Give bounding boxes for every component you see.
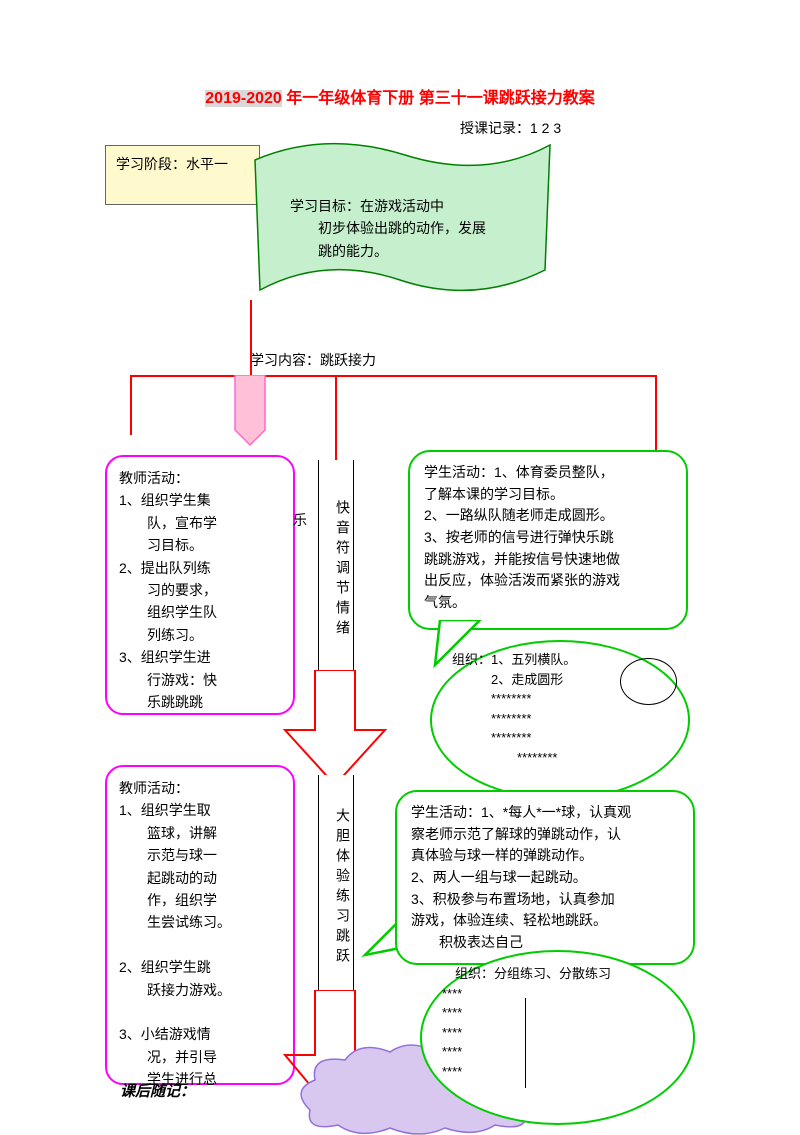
goal-text-content: 学习目标：在游戏活动中 初步体验出跳的动作，发展 跳的能力。 bbox=[290, 198, 486, 259]
title-rest: 年一年级体育下册 第三十一课跳跃接力教案 bbox=[282, 90, 595, 107]
stage-box: 学习阶段：水平一 bbox=[105, 145, 260, 205]
student-bubble-1: 学生活动：1、体育委员整队， 了解本课的学习目标。 2、一路纵队随老师走成圆形。… bbox=[408, 450, 688, 630]
teacher2-items: 1、组织学生取 篮球，讲解 示范与球一 起跳动的动 作，组织学 生尝试练习。 2… bbox=[119, 802, 231, 1087]
teacher1-items: 1、组织学生集 队，宣布学 习目标。 2、提出队列练 习的要求， 组织学生队 列… bbox=[119, 492, 217, 710]
stage-text: 学习阶段：水平一 bbox=[116, 156, 228, 172]
teacher-bubble-1: 教师活动： 1、组织学生集 队，宣布学 习目标。 2、提出队列练 习的要求， 组… bbox=[105, 455, 295, 715]
goal-text: 学习目标：在游戏活动中 初步体验出跳的动作，发展 跳的能力。 bbox=[290, 195, 490, 262]
org2-divider bbox=[525, 998, 526, 1088]
red-line bbox=[130, 375, 132, 435]
teacher1-head: 教师活动： bbox=[119, 470, 189, 486]
red-line bbox=[130, 375, 655, 377]
content-label: 学习内容：跳跃接力 bbox=[250, 350, 376, 370]
student1-text: 学生活动：1、体育委员整队， 了解本课的学习目标。 2、一路纵队随老师走成圆形。… bbox=[424, 464, 620, 610]
title-year: 2019-2020 bbox=[205, 90, 282, 107]
student2-text: 学生活动：1、*每人*一*球，认真观 察老师示范了解球的弹跳动作，认 真体验与球… bbox=[411, 804, 631, 950]
page-title: 2019-2020 年一年级体育下册 第三十一课跳跃接力教案 bbox=[0, 84, 800, 108]
student-bubble-2: 学生活动：1、*每人*一*球，认真观 察老师示范了解球的弹跳动作，认 真体验与球… bbox=[395, 790, 695, 965]
note-label: 课后随记： bbox=[120, 1080, 195, 1101]
teacher2-head: 教师活动： bbox=[119, 780, 189, 796]
center-col-1: 快音符调节情绪 bbox=[318, 460, 354, 670]
red-arrow bbox=[280, 670, 390, 790]
small-ellipse bbox=[620, 658, 677, 705]
org2-text: 组织：分组练习、分散练习 **** **** **** **** **** bbox=[442, 964, 673, 1081]
red-line bbox=[335, 375, 337, 460]
teacher-bubble-2: 教师活动： 1、组织学生取 篮球，讲解 示范与球一 起跳动的动 作，组织学 生尝… bbox=[105, 765, 295, 1085]
center-col-2: 大胆体验练习跳跃 bbox=[318, 775, 354, 990]
le-char: 乐 bbox=[293, 510, 307, 530]
center1-text: 快音符调节情绪 bbox=[335, 500, 351, 640]
red-line bbox=[250, 300, 252, 375]
org-bubble-2: 组织：分组练习、分散练习 **** **** **** **** **** bbox=[420, 950, 695, 1125]
center2-text: 大胆体验练习跳跃 bbox=[335, 808, 351, 968]
ribbon-connector bbox=[230, 375, 270, 455]
red-line bbox=[655, 375, 657, 450]
